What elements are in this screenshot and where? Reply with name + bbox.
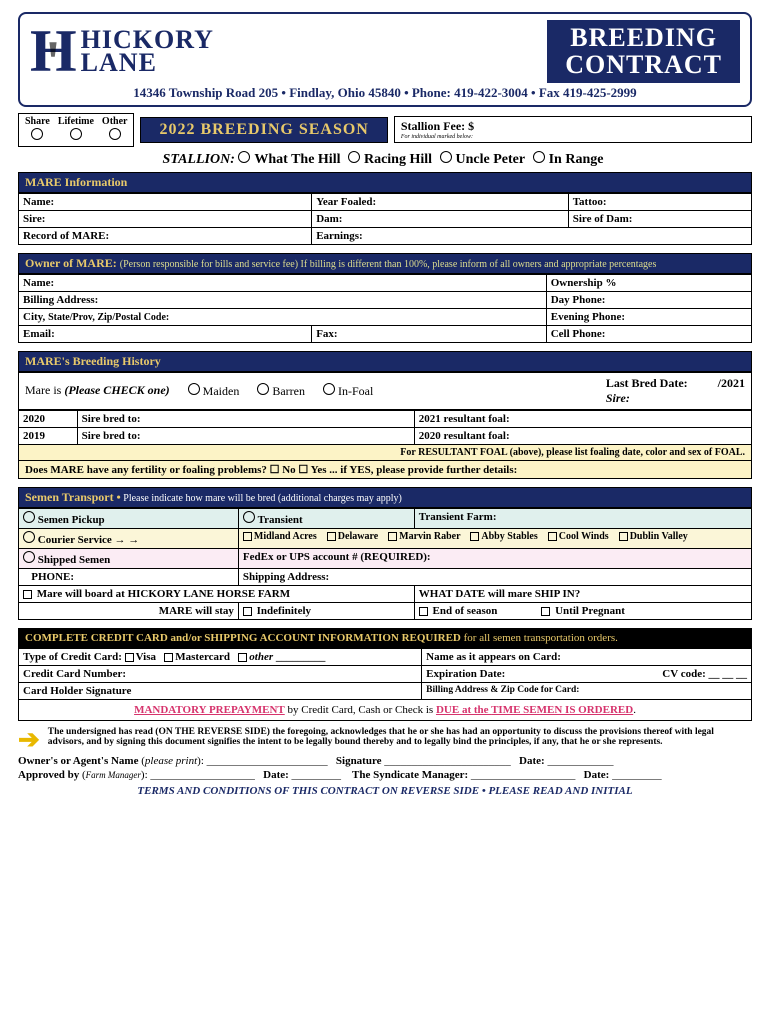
- transient[interactable]: Transient: [238, 508, 414, 528]
- company-line2: LANE: [81, 51, 214, 74]
- year-2020: 2020: [19, 410, 78, 427]
- infoal-radio[interactable]: [323, 383, 335, 395]
- owner-name[interactable]: Name:: [19, 274, 547, 291]
- tattoo[interactable]: Tattoo:: [568, 193, 751, 210]
- stay-indefinitely[interactable]: Indefinitely: [238, 602, 414, 619]
- record[interactable]: Record of MARE:: [19, 227, 312, 244]
- shipped-semen[interactable]: Shipped Semen: [19, 548, 239, 568]
- address-line: 14346 Township Road 205 • Findlay, Ohio …: [30, 85, 740, 101]
- lifetime-radio[interactable]: [70, 128, 82, 140]
- owner-header: Owner of MARE: (Person responsible for b…: [18, 253, 752, 274]
- foal-note: For RESULTANT FOAL (above), please list …: [18, 445, 752, 461]
- sire-bred-2019[interactable]: Sire bred to:: [77, 427, 414, 444]
- ship-in-date[interactable]: WHAT DATE will mare SHIP IN?: [414, 585, 751, 602]
- semen-pickup[interactable]: Semen Pickup: [19, 508, 239, 528]
- mare-info-table: Name:Year Foaled:Tattoo: Sire:Dam:Sire o…: [18, 193, 752, 245]
- stay-options[interactable]: End of season Until Pregnant: [414, 602, 751, 619]
- fee-type-box: Share Lifetime Other: [18, 113, 134, 147]
- cc-name[interactable]: Name as it appears on Card:: [422, 648, 752, 665]
- ownership-pct[interactable]: Ownership %: [546, 274, 751, 291]
- sire[interactable]: Sire:: [19, 210, 312, 227]
- resultant-2020[interactable]: 2020 resultant foal:: [414, 427, 751, 444]
- mandatory-prepayment: MANDATORY PREPAYMENT by Credit Card, Cas…: [18, 700, 752, 721]
- dam[interactable]: Dam:: [312, 210, 569, 227]
- arrow-icon: ➔: [18, 727, 40, 753]
- maiden-radio[interactable]: [188, 383, 200, 395]
- stallion-radio-2[interactable]: [440, 151, 452, 163]
- city-state[interactable]: City, State/Prov, Zip/Postal Code:: [19, 308, 547, 325]
- cc-number[interactable]: Credit Card Number:: [19, 665, 422, 682]
- logo: H HICKORY LANE: [30, 24, 214, 78]
- transport-phone[interactable]: PHONE:: [19, 568, 239, 585]
- day-phone[interactable]: Day Phone:: [546, 291, 751, 308]
- season-banner: 2022 BREEDING SEASON: [140, 117, 387, 143]
- resultant-2021[interactable]: 2021 resultant foal:: [414, 410, 751, 427]
- approved-signature-line[interactable]: Approved by (Farm Manager): ____________…: [18, 769, 752, 781]
- cc-table: Type of Credit Card: Visa Mastercard oth…: [18, 648, 752, 700]
- courier-farms[interactable]: Midland Acres Delaware Marvin Raber Abby…: [238, 528, 751, 548]
- email[interactable]: Email:: [19, 325, 312, 342]
- shipping-address[interactable]: Shipping Address:: [238, 568, 751, 585]
- fedex-account[interactable]: FedEx or UPS account # (REQUIRED):: [238, 548, 751, 568]
- year-foaled[interactable]: Year Foaled:: [312, 193, 569, 210]
- courier-service[interactable]: Courier Service → →: [19, 528, 239, 548]
- share-radio[interactable]: [31, 128, 43, 140]
- other-label: Other: [102, 116, 128, 127]
- fertility-question[interactable]: Does MARE have any fertility or foaling …: [18, 461, 752, 479]
- mare-name[interactable]: Name:: [19, 193, 312, 210]
- year-2019: 2019: [19, 427, 78, 444]
- mare-info-header: MARE Information: [18, 172, 752, 193]
- footer-terms: TERMS AND CONDITIONS OF THIS CONTRACT ON…: [18, 785, 752, 797]
- transient-farm[interactable]: Transient Farm:: [414, 508, 751, 528]
- billing-address[interactable]: Billing Address:: [19, 291, 547, 308]
- mare-stay-label: MARE will stay: [19, 602, 239, 619]
- cell-phone[interactable]: Cell Phone:: [546, 325, 751, 342]
- sire-of-dam[interactable]: Sire of Dam:: [568, 210, 751, 227]
- cc-type[interactable]: Type of Credit Card: Visa Mastercard oth…: [19, 648, 422, 665]
- board-at-farm[interactable]: Mare will board at HICKORY LANE HORSE FA…: [19, 585, 415, 602]
- owner-table: Name:Ownership % Billing Address:Day Pho…: [18, 274, 752, 343]
- transport-table: Semen Pickup Transient Transient Farm: C…: [18, 508, 752, 620]
- barren-radio[interactable]: [257, 383, 269, 395]
- stallion-radio-1[interactable]: [348, 151, 360, 163]
- history-status-row: Mare is (Please CHECK one) Maiden Barren…: [18, 372, 752, 410]
- other-radio[interactable]: [109, 128, 121, 140]
- stallion-radio-3[interactable]: [533, 151, 545, 163]
- cc-exp[interactable]: Expiration Date: CV code: __ __ __: [422, 665, 752, 682]
- stallion-fee-box[interactable]: Stallion Fee: $ For individual marked be…: [394, 116, 752, 143]
- evening-phone[interactable]: Evening Phone:: [546, 308, 751, 325]
- sire-bred-2020[interactable]: Sire bred to:: [77, 410, 414, 427]
- history-table: 2020Sire bred to:2021 resultant foal: 20…: [18, 410, 752, 445]
- lifetime-label: Lifetime: [58, 116, 94, 127]
- share-label: Share: [25, 116, 50, 127]
- cc-header: COMPLETE CREDIT CARD and/or SHIPPING ACC…: [18, 628, 752, 648]
- title-box: BREEDING CONTRACT: [547, 20, 740, 83]
- transport-header: Semen Transport • Please indicate how ma…: [18, 487, 752, 508]
- legal-block: ➔ The undersigned has read (ON THE REVER…: [18, 727, 752, 753]
- earnings[interactable]: Earnings:: [312, 227, 752, 244]
- stallion-radio-0[interactable]: [238, 151, 250, 163]
- stallion-row: STALLION: What The Hill Racing Hill Uncl…: [18, 151, 752, 168]
- owner-signature-line[interactable]: Owner's or Agent's Name (please print): …: [18, 755, 752, 767]
- cc-signature[interactable]: Card Holder Signature: [19, 682, 422, 699]
- history-header: MARE's Breeding History: [18, 351, 752, 372]
- header-box: H HICKORY LANE BREEDING CONTRACT 14346 T…: [18, 12, 752, 107]
- cc-billing[interactable]: Billing Address & Zip Code for Card:: [422, 682, 752, 699]
- fax[interactable]: Fax:: [312, 325, 547, 342]
